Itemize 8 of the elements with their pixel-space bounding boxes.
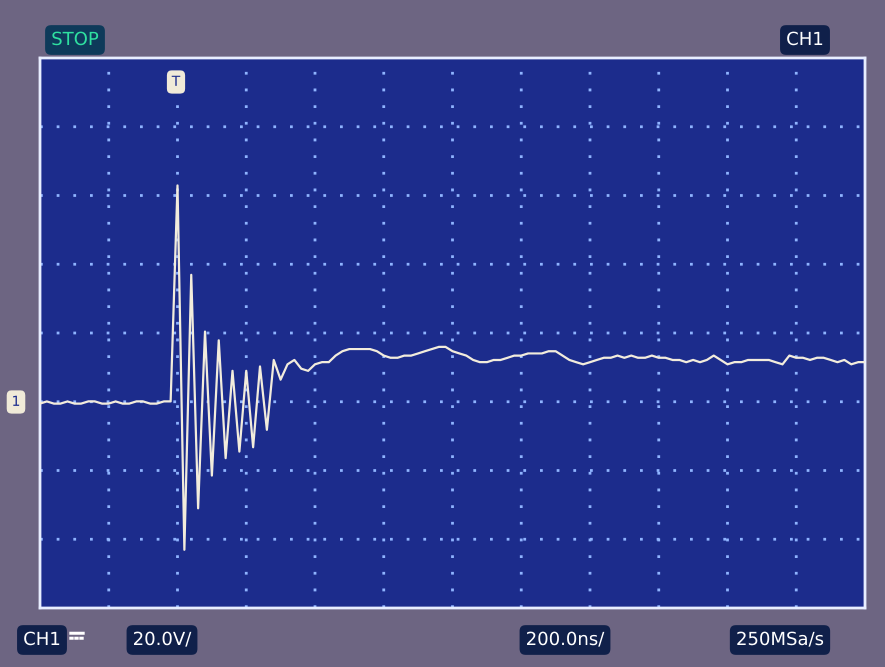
text: 20.0V/	[134, 632, 192, 647]
text: 1	[13, 396, 20, 406]
text: CH1	[24, 632, 60, 646]
text: STOP	[52, 32, 98, 46]
text: T	[172, 76, 180, 86]
text: 200.0ns/	[527, 632, 604, 647]
text: 250MSa/s	[737, 632, 824, 647]
text: CH1	[787, 32, 822, 46]
